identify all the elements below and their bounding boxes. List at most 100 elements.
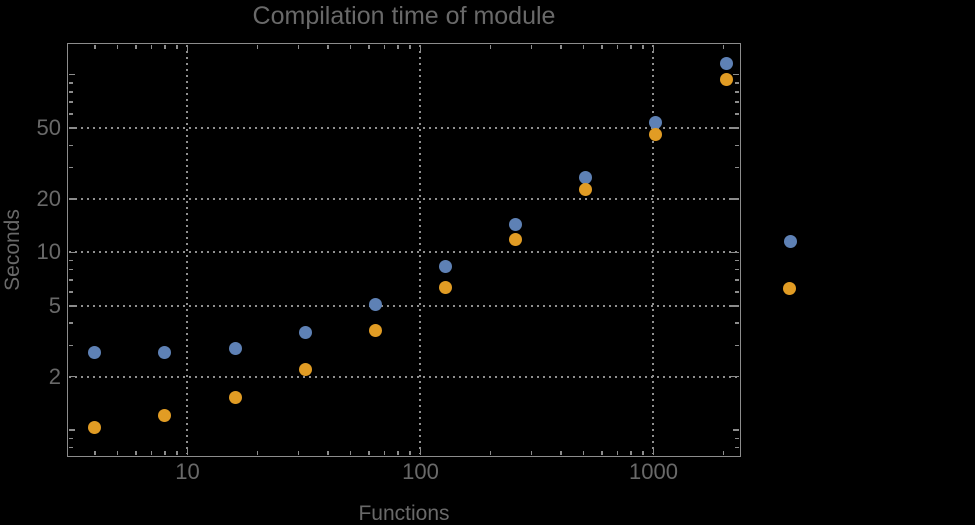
x-tick	[652, 447, 655, 455]
y-tick	[735, 344, 739, 347]
x-tick	[256, 451, 259, 455]
gridline-y	[69, 197, 738, 200]
x-tick	[349, 45, 352, 49]
x-tick	[150, 45, 153, 49]
y-tick	[735, 82, 739, 84]
x-tick	[530, 45, 533, 49]
data-point-series-orange-1024	[649, 127, 663, 141]
legend-marker-series-orange	[782, 281, 796, 295]
y-tick	[69, 429, 75, 431]
x-tick	[349, 451, 352, 455]
data-point-series-blue-1024	[649, 115, 663, 129]
y-tick	[69, 73, 75, 76]
y-tick	[69, 101, 73, 103]
data-point-series-blue-512	[579, 170, 593, 184]
x-tick	[616, 451, 619, 455]
x-tick	[116, 451, 119, 455]
y-tick	[69, 446, 73, 449]
y-tick	[731, 305, 739, 307]
plot-frame	[67, 43, 741, 457]
data-point-series-orange-32	[298, 362, 312, 376]
y-tick	[69, 251, 77, 254]
data-point-series-orange-4	[88, 421, 102, 435]
y-tick-label: 10	[36, 239, 61, 265]
x-tick	[630, 45, 632, 49]
y-tick	[69, 437, 73, 440]
x-tick	[397, 451, 399, 455]
y-tick	[69, 166, 73, 169]
data-point-series-orange-64	[368, 323, 382, 337]
data-point-series-blue-256	[509, 217, 523, 231]
y-tick	[735, 101, 739, 103]
x-tick	[489, 451, 492, 455]
gridline-y	[69, 304, 738, 307]
y-tick	[69, 82, 73, 84]
data-point-series-orange-16	[228, 390, 242, 404]
data-point-series-orange-128	[438, 280, 452, 294]
x-tick	[409, 451, 411, 455]
x-tick	[582, 45, 585, 49]
y-tick	[69, 305, 77, 307]
x-tick	[722, 45, 725, 49]
y-tick	[733, 429, 739, 431]
x-tick	[164, 451, 166, 455]
x-tick	[297, 451, 300, 455]
y-tick	[735, 322, 739, 324]
x-tick	[150, 451, 153, 455]
x-tick	[409, 45, 411, 49]
y-tick	[69, 91, 73, 93]
x-tick	[530, 451, 533, 455]
x-tick-label: 1000	[629, 459, 678, 484]
x-tick	[368, 451, 370, 455]
gridline-x	[419, 45, 422, 454]
x-tick	[419, 447, 422, 455]
data-point-series-orange-512	[579, 182, 593, 196]
data-point-series-blue-64	[368, 297, 382, 311]
x-tick	[722, 451, 725, 455]
y-tick-label: 50	[36, 115, 61, 141]
x-tick	[327, 451, 329, 455]
y-tick	[733, 73, 739, 76]
data-point-series-blue-4	[88, 346, 102, 360]
gridline-x	[652, 45, 655, 454]
x-axis-label: Functions	[358, 502, 450, 525]
x-tick	[186, 45, 189, 53]
y-tick	[69, 344, 73, 347]
x-tick	[297, 45, 300, 49]
y-tick	[731, 251, 739, 254]
data-point-series-blue-16	[228, 342, 242, 356]
x-tick	[94, 45, 96, 49]
x-tick	[489, 45, 492, 49]
data-point-series-orange-2048	[719, 72, 733, 86]
x-tick-label: 10	[175, 459, 200, 484]
x-tick	[582, 451, 585, 455]
data-point-series-blue-8	[158, 346, 172, 360]
x-tick	[368, 45, 370, 49]
x-tick	[135, 451, 137, 455]
x-tick	[642, 451, 644, 455]
y-tick	[69, 113, 73, 115]
gridline-y	[69, 127, 738, 130]
y-tick	[69, 144, 73, 147]
legend-marker-series-blue	[783, 234, 797, 248]
y-tick	[731, 198, 739, 200]
x-tick	[383, 45, 386, 49]
y-tick	[69, 322, 73, 324]
x-tick	[601, 451, 603, 455]
y-tick	[735, 166, 739, 169]
x-tick	[397, 45, 399, 49]
data-point-series-blue-2048	[719, 57, 733, 71]
x-tick	[186, 447, 189, 455]
y-tick	[735, 291, 739, 293]
y-tick	[731, 375, 739, 378]
x-tick	[176, 451, 178, 455]
x-tick	[135, 45, 137, 49]
y-tick	[735, 144, 739, 147]
x-tick	[630, 451, 632, 455]
x-tick	[327, 45, 329, 49]
x-tick	[419, 45, 422, 53]
x-tick	[560, 45, 562, 49]
x-tick	[560, 451, 562, 455]
y-tick	[735, 446, 739, 449]
